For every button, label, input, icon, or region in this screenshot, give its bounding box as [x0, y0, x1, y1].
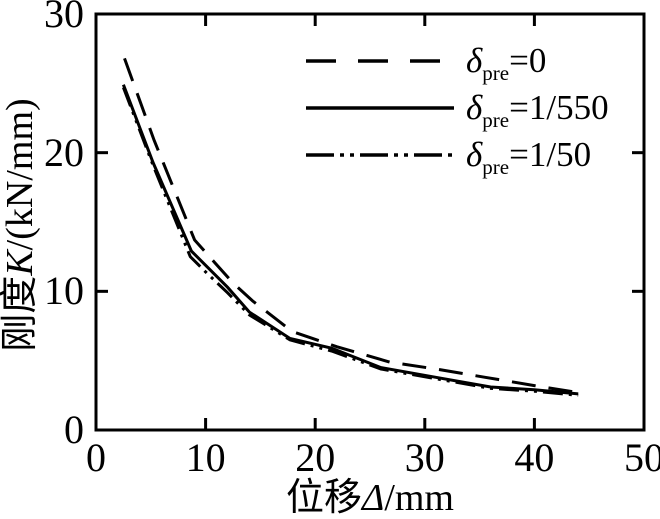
- legend-label-dpre-1-550: δpre=1/550: [466, 88, 609, 131]
- dash-dot-dot-line-swatch: [306, 131, 454, 178]
- legend-label-dpre-1-50: δpre=1/50: [466, 135, 592, 178]
- x-tick-label: 40: [514, 435, 555, 480]
- legend-value: =1/550: [509, 88, 609, 127]
- x-tick-label: 50: [624, 435, 660, 480]
- solid-line-swatch: [306, 84, 454, 131]
- dashed-line-swatch: [306, 37, 454, 84]
- series-line-2: [121, 86, 579, 397]
- x-axis-title: 位移Δ/mm: [96, 477, 644, 519]
- delta-symbol: δ: [466, 41, 483, 80]
- legend-item-dpre-0: δpre=0: [306, 37, 609, 84]
- y-tick-label: 0: [64, 407, 84, 452]
- x-tick-label: 30: [404, 435, 445, 480]
- plot-frame: [94, 12, 646, 432]
- legend-label-dpre-0: δpre=0: [466, 41, 547, 84]
- series-line-0: [123, 57, 579, 395]
- y-axis-unit: /(kN/mm): [0, 98, 41, 251]
- x-tick-label: 10: [185, 435, 226, 480]
- pre-subscript: pre: [482, 61, 510, 85]
- delta-symbol: δ: [466, 88, 483, 127]
- y-tick-label: 10: [44, 268, 84, 314]
- y-tick-label: 30: [44, 0, 84, 36]
- pre-subscript: pre: [482, 155, 510, 179]
- legend-value: =1/50: [509, 135, 592, 174]
- y-tick-label: 20: [44, 129, 84, 175]
- x-tick-label: 20: [295, 435, 336, 480]
- series-line-1: [121, 84, 579, 396]
- x-axis-title-text: 位移: [285, 477, 362, 519]
- pre-subscript: pre: [482, 108, 510, 132]
- x-axis-unit: /mm: [384, 477, 454, 519]
- legend-item-dpre-1-50: δpre=1/50: [306, 131, 609, 178]
- y-axis-title: 刚度K/(kN/mm): [0, 15, 44, 435]
- delta-symbol: δ: [466, 135, 483, 174]
- legend: δpre=0 δpre=1/550 δpre=1/50: [306, 37, 609, 178]
- delta-symbol: Δ: [362, 477, 385, 519]
- legend-value: =0: [509, 41, 547, 80]
- legend-item-dpre-1-550: δpre=1/550: [306, 84, 609, 131]
- x-tick-label: 0: [86, 435, 106, 480]
